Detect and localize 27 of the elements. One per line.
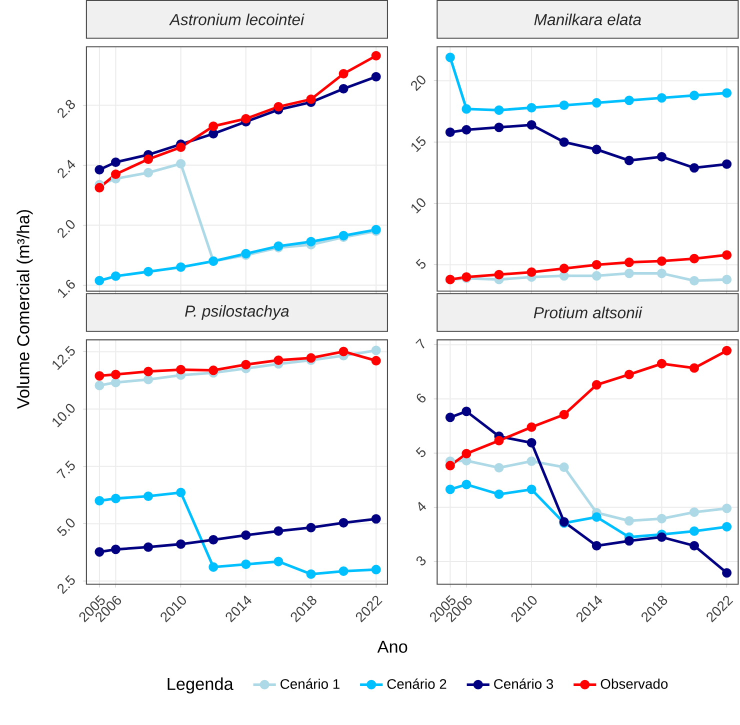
legend-title: Legenda: [168, 677, 234, 694]
y-tick-label: 5: [416, 446, 426, 457]
chart-title: Protium altsonii: [534, 306, 642, 318]
y-tick-label: 20: [411, 75, 426, 91]
chart-title: Astronium lecointei: [169, 13, 304, 26]
legend-label: Observado: [600, 678, 668, 689]
legend-label: Cenário 3: [494, 678, 554, 689]
y-tick-label: 4: [418, 502, 426, 511]
legend-label: Cenário 2: [387, 678, 446, 689]
y-tick-label: 7.5: [56, 460, 75, 478]
x-axis-title: Ano: [377, 640, 408, 653]
legend-label: Cenário 1: [280, 678, 340, 689]
chart-title: Manilkara elata: [534, 13, 641, 26]
y-tick-label: 10: [411, 198, 426, 214]
y-tick-label: 5: [416, 258, 426, 269]
y-tick-label: 2.0: [58, 220, 75, 238]
y-tick-label: 6: [416, 393, 426, 402]
y-tick-label: 2.5: [58, 574, 75, 594]
y-tick-label: 5.0: [56, 518, 75, 536]
chart-title: P. psilostachya: [185, 304, 289, 320]
y-axis-title: Volume Comercial (m³/ha): [16, 210, 33, 409]
y-tick-label: 15: [411, 136, 426, 152]
y-tick-label: 7: [416, 338, 424, 348]
y-tick-label: 2.8: [58, 100, 75, 118]
y-tick-label: 2.4: [58, 160, 76, 178]
y-tick-label: 1.6: [58, 280, 75, 298]
y-tick-label: 3: [416, 556, 426, 566]
